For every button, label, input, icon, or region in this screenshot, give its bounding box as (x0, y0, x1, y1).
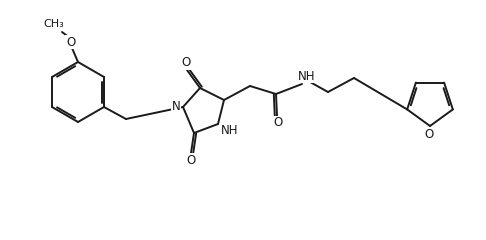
Text: CH₃: CH₃ (44, 19, 64, 29)
Text: NH: NH (221, 124, 239, 137)
Text: O: O (273, 116, 283, 130)
Text: O: O (67, 36, 76, 48)
Text: N: N (172, 101, 180, 114)
Text: O: O (186, 154, 196, 167)
Text: O: O (424, 127, 434, 140)
Text: O: O (181, 56, 191, 70)
Text: NH: NH (298, 70, 316, 83)
